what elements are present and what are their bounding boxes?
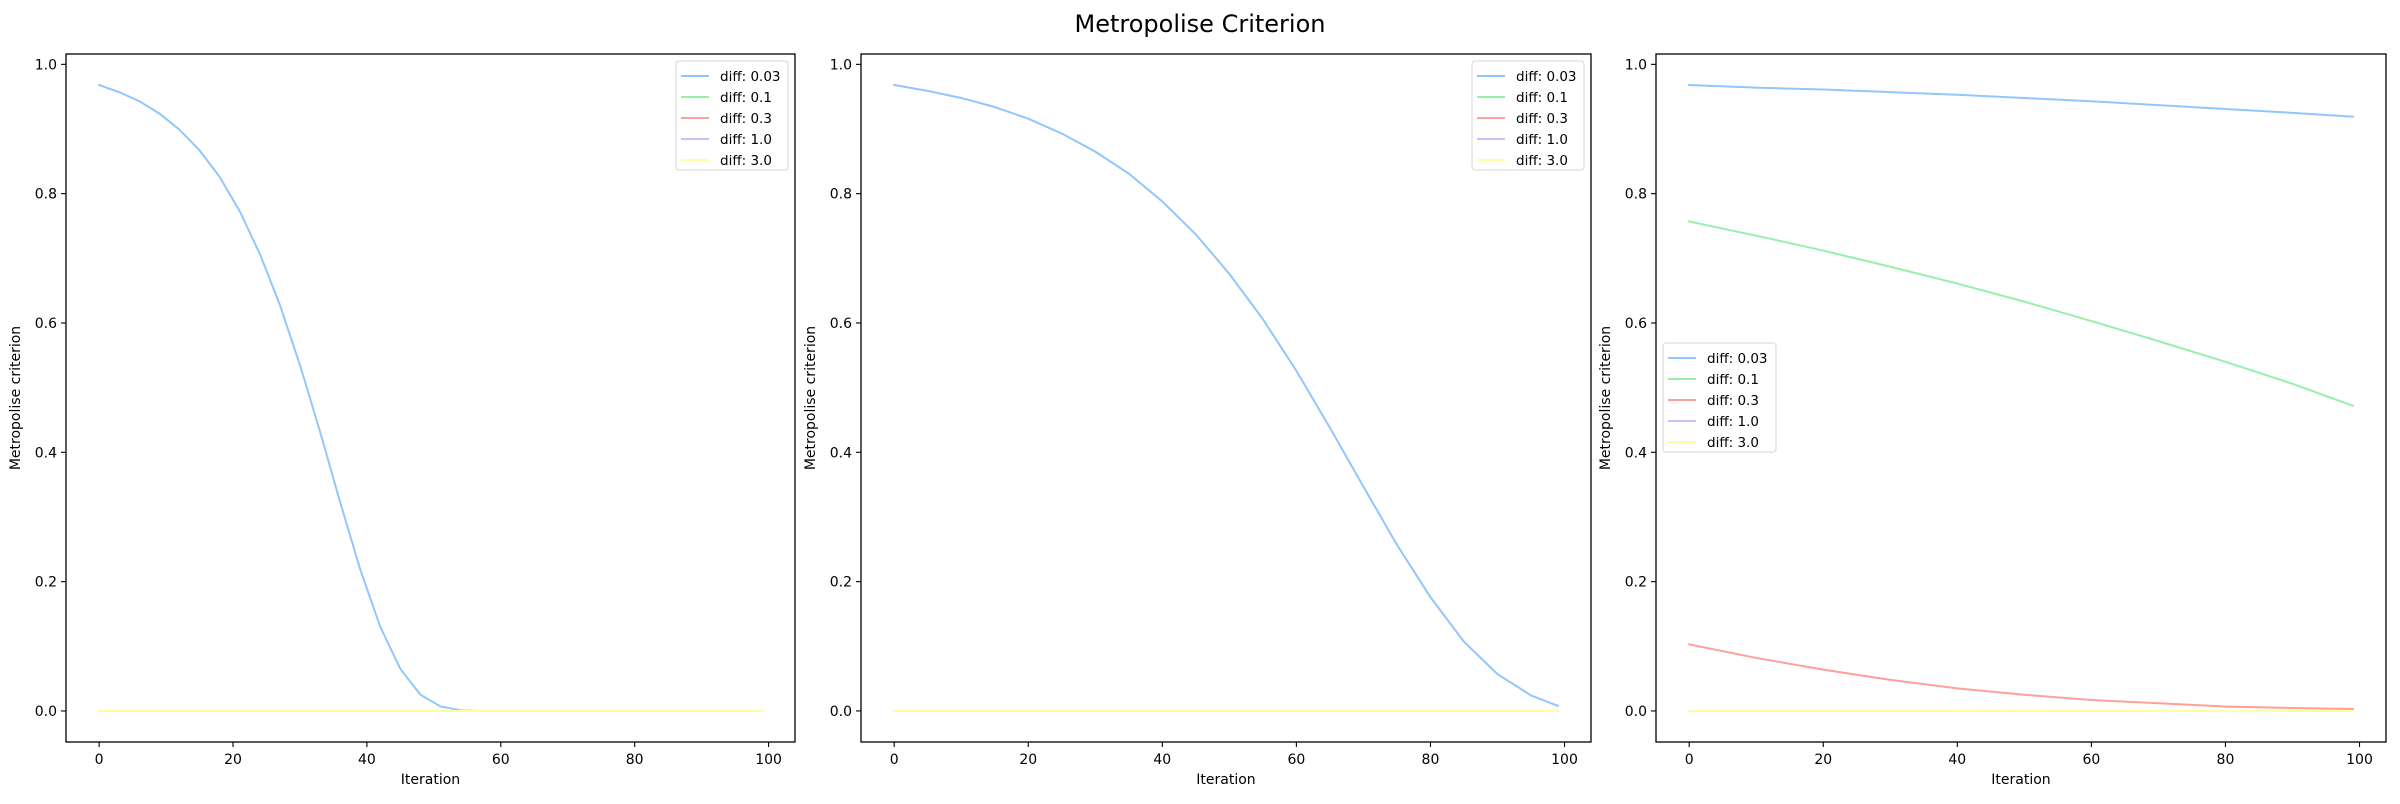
- legend-label: diff: 1.0: [720, 132, 772, 148]
- legend-label: diff: 1.0: [1516, 132, 1568, 148]
- x-tick-label: 100: [2346, 752, 2373, 768]
- legend-label: diff: 0.3: [720, 111, 772, 127]
- series-line-diff-0-1: [1687, 220, 2355, 408]
- x-tick-label: 80: [626, 752, 644, 768]
- legend: diff: 0.03 diff: 0.1 diff: 0.3 diff: 1.0 dif…: [1471, 60, 1585, 171]
- y-tick-label: 1.0: [1625, 57, 1647, 73]
- legend-label: diff: 3.0: [720, 153, 772, 169]
- legend-box: [1662, 342, 1777, 453]
- y-tick-label: 0.0: [35, 704, 57, 720]
- y-tick-label: 0.8: [1625, 187, 1647, 203]
- x-tick-label: 60: [2082, 752, 2100, 768]
- x-tick-label: 0: [1685, 752, 1694, 768]
- axes-frame: [1655, 53, 2387, 743]
- y-axis-label: Metropolise criterion: [8, 326, 24, 470]
- y-tick-label: 0.0: [830, 704, 852, 720]
- x-axis-label: Iteration: [1991, 772, 2050, 788]
- legend-label: diff: 0.03: [1707, 351, 1768, 367]
- y-tick-label: 0.8: [35, 187, 57, 203]
- y-tick-label: 0.4: [830, 445, 852, 461]
- legend-label: diff: 3.0: [1516, 153, 1568, 169]
- x-axis-label: Iteration: [1196, 772, 1255, 788]
- x-tick-label: 100: [1551, 752, 1578, 768]
- y-tick-label: 0.6: [830, 316, 852, 332]
- legend-box: [675, 60, 789, 171]
- y-tick-label: 0.4: [1625, 445, 1647, 461]
- x-tick-label: 0: [95, 752, 104, 768]
- legend-label: diff: 0.03: [720, 69, 781, 85]
- legend-label: diff: 0.1: [1707, 372, 1759, 388]
- series-lines: [893, 83, 1560, 712]
- y-tick-label: 1.0: [35, 57, 57, 73]
- y-tick-label: 0.2: [830, 575, 852, 591]
- legend-label: diff: 0.1: [1516, 90, 1568, 106]
- x-tick-label: 40: [358, 752, 376, 768]
- legend-box: [1471, 60, 1585, 171]
- subplot-3: 0 20 40 60 80 100 0.0 0.2 0.4 0.6 0.8 1.0 Iteration M…: [1598, 53, 2387, 788]
- x-tick-label: 40: [1948, 752, 1966, 768]
- x-tick-label: 20: [1814, 752, 1832, 768]
- series-line-diff-0-03: [97, 83, 763, 712]
- x-tick-label: 20: [1019, 752, 1037, 768]
- series-lines: [97, 83, 763, 712]
- x-axis-label: Iteration: [401, 772, 460, 788]
- subplot-2: 0 20 40 60 80 100 0.0 0.2 0.4 0.6 0.8 1.0 Iteration M…: [803, 53, 1592, 788]
- x-tick-label: 60: [1287, 752, 1305, 768]
- figure-title: Metropolise Criterion: [1074, 10, 1326, 38]
- x-tick-label: 20: [224, 752, 242, 768]
- series-line-diff-0-03: [893, 83, 1560, 708]
- legend-label: diff: 3.0: [1707, 435, 1759, 451]
- y-tick-label: 0.2: [1625, 575, 1647, 591]
- legend: diff: 0.03 diff: 0.1 diff: 0.3 diff: 1.0 dif…: [1662, 342, 1777, 453]
- legend-label: diff: 0.3: [1707, 393, 1759, 409]
- axes-frame: [860, 53, 1592, 743]
- legend-label: diff: 0.3: [1516, 111, 1568, 127]
- x-tick-label: 100: [755, 752, 782, 768]
- y-tick-label: 0.6: [1625, 316, 1647, 332]
- axes-frame: [65, 53, 796, 743]
- y-tick-label: 1.0: [830, 57, 852, 73]
- series-line-diff-0-03: [1688, 84, 2354, 118]
- legend-label: diff: 0.03: [1516, 69, 1577, 85]
- x-tick-label: 80: [2217, 752, 2235, 768]
- x-tick-label: 40: [1153, 752, 1171, 768]
- y-axis-label: Metropolise criterion: [803, 326, 819, 470]
- y-tick-label: 0.2: [35, 575, 57, 591]
- series-lines: [1687, 84, 2355, 712]
- subplot-1: 0 20 40 60 80 100 0.0 0.2 0.4 0.6 0.8 1.0 Iteration M…: [8, 53, 796, 788]
- legend: diff: 0.03 diff: 0.1 diff: 0.3 diff: 1.0 dif…: [675, 60, 789, 171]
- legend-label: diff: 1.0: [1707, 414, 1759, 430]
- y-tick-label: 0.8: [830, 187, 852, 203]
- y-tick-label: 0.0: [1625, 704, 1647, 720]
- y-tick-label: 0.4: [35, 445, 57, 461]
- y-axis-label: Metropolise criterion: [1598, 326, 1614, 470]
- y-tick-label: 0.6: [35, 316, 57, 332]
- x-tick-label: 80: [1422, 752, 1440, 768]
- x-tick-label: 60: [492, 752, 510, 768]
- x-tick-label: 0: [890, 752, 899, 768]
- series-line-diff-0-3: [1688, 643, 2354, 711]
- legend-label: diff: 0.1: [720, 90, 772, 106]
